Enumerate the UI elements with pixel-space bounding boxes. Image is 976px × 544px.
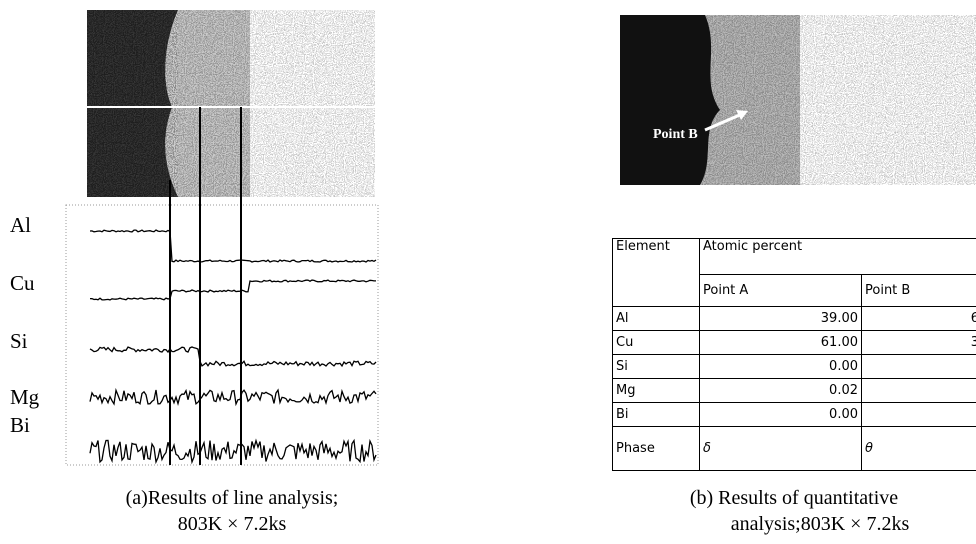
composition-table: Element Atomic percent Point A Point B Al 3… <box>612 238 976 471</box>
value-cell: 0.00 <box>699 354 862 379</box>
table-row: Si0.000.72 <box>612 354 976 379</box>
caption: 803K × 7.2ks <box>178 513 287 535</box>
caption: analysis;803K × 7.2ks <box>731 513 910 535</box>
phase-cell: Phase <box>612 426 700 471</box>
trace <box>89 279 376 301</box>
value-cell: 0.19 <box>861 378 976 403</box>
header-cell: Point A <box>699 274 862 307</box>
phase-cell: δ <box>699 426 862 471</box>
line-profiles <box>89 229 377 465</box>
element-cell: Al <box>612 306 700 331</box>
element-label: Al <box>10 213 31 237</box>
value-cell: 0.00 <box>699 402 862 427</box>
value-cell: 0.72 <box>861 354 976 379</box>
trace <box>89 438 377 465</box>
element-cell: Bi <box>612 402 700 427</box>
element-label: Si <box>10 329 28 353</box>
value-cell: 0.02 <box>699 378 862 403</box>
header-cell: Atomic percent <box>699 238 976 275</box>
guide-lines <box>169 107 242 465</box>
element-cell: Si <box>612 354 700 379</box>
value-cell: 0.00 <box>861 402 976 427</box>
caption: (a)Results of line analysis; <box>126 487 339 509</box>
element-cell: Cu <box>612 330 700 355</box>
value-cell: 67.10 <box>861 306 976 331</box>
header-cell: Point B <box>861 274 976 307</box>
phase-cell: θ <box>861 426 976 471</box>
element-label: Bi <box>10 413 30 437</box>
value-cell: 39.00 <box>699 306 862 331</box>
trace <box>89 346 377 368</box>
trace <box>89 387 377 407</box>
value-cell: 61.00 <box>699 330 862 355</box>
header-cell: Element <box>612 238 700 307</box>
element-cell: Mg <box>612 378 700 403</box>
element-label: Cu <box>10 271 35 295</box>
caption: (b) Results of quantitative <box>690 487 898 509</box>
table-row: Bi0.000.00 <box>612 402 976 427</box>
micrograph-b: Point B <box>620 15 976 185</box>
element-label: Mg <box>10 385 40 409</box>
trace <box>89 229 377 263</box>
micrograph-a <box>87 10 375 197</box>
point-label: Point B <box>653 127 698 142</box>
table-row: Mg0.020.19 <box>612 378 976 403</box>
value-cell: 32.20 <box>861 330 976 355</box>
plot-frame <box>65 204 379 466</box>
